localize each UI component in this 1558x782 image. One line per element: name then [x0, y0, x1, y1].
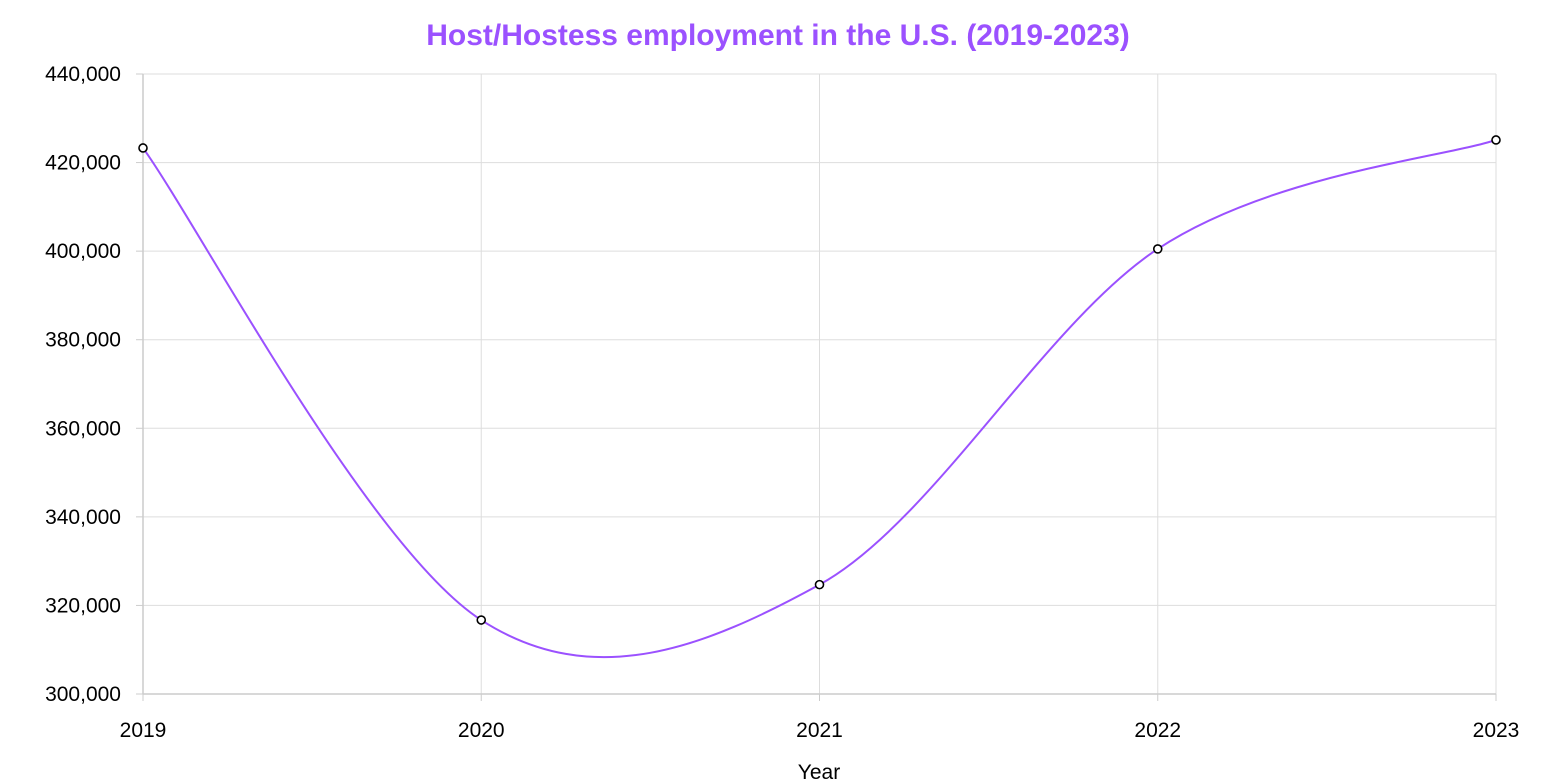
x-tick-label: 2021: [796, 719, 843, 742]
axes: 300,000 320,000 340,000 360,000 380,000 400,0…: [45, 63, 1519, 742]
y-tick-label: 420,000: [45, 152, 121, 175]
data-point-2023[interactable]: [1491, 135, 1501, 145]
y-tick-label: 380,000: [45, 329, 121, 352]
y-tick-label: 400,000: [45, 240, 121, 263]
x-tick-label: 2020: [458, 719, 505, 742]
grid: [142, 73, 1497, 695]
x-tick-label: 2022: [1134, 719, 1181, 742]
x-tick-label: 2019: [120, 719, 167, 742]
y-tick-label: 360,000: [45, 417, 121, 440]
data-point-2020[interactable]: [476, 615, 487, 625]
markers: [138, 135, 1501, 625]
chart-title: Host/Hostess employment in the U.S. (201…: [426, 19, 1130, 52]
x-axis-label: Year: [798, 761, 840, 782]
y-tick-label: 300,000: [45, 683, 121, 706]
data-point-2021[interactable]: [814, 579, 825, 590]
y-tick-label: 440,000: [45, 63, 121, 86]
data-point-2022[interactable]: [1152, 244, 1163, 254]
x-tick-label: 2023: [1473, 719, 1520, 742]
y-tick-label: 320,000: [45, 594, 121, 617]
data-point-2019[interactable]: [138, 143, 148, 153]
y-tick-label: 340,000: [45, 506, 121, 529]
